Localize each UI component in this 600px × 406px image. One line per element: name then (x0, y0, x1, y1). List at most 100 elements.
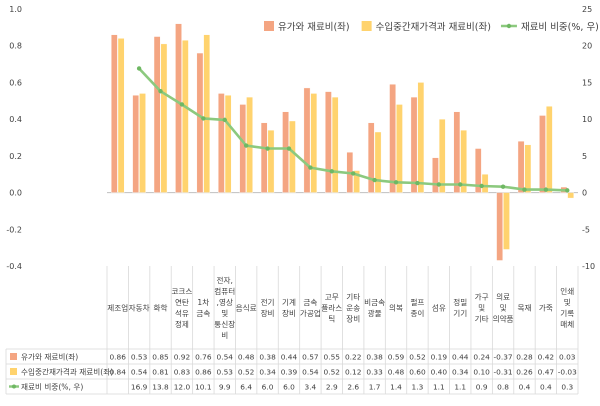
category-label: 의복 (389, 303, 403, 313)
table-value: -0.03 (558, 368, 577, 377)
data-table: 제조업 자동차 화학코크스연탄석유정제1차금속전자,컴퓨터,영상및통신장비음식료전기… (5, 266, 579, 395)
line-point (222, 117, 227, 123)
category-label: 자동차 (129, 304, 150, 313)
line-point (265, 146, 270, 151)
table-legend-key (10, 353, 17, 360)
table-value: 1.4 (390, 383, 402, 392)
legend-label: 재료비 비중(%, 우) (521, 22, 599, 33)
table-value: 0.4 (519, 383, 531, 392)
bar-oil-material (218, 93, 225, 193)
category-label: 종이 (410, 308, 424, 318)
line-point (479, 183, 484, 189)
table-value: 0.92 (174, 353, 190, 362)
line-point (243, 143, 249, 148)
table-value: 0.60 (409, 368, 426, 377)
bar-import-price-material (267, 129, 275, 193)
table-value: 0.42 (538, 353, 554, 362)
bar-import-price-material (289, 120, 296, 193)
table-value: 0.38 (366, 353, 383, 362)
line-point (179, 102, 185, 107)
table-value: 0.76 (195, 353, 212, 362)
table-value: 0.52 (409, 353, 425, 362)
table-value: 0.38 (259, 353, 276, 362)
table-value: 0.28 (516, 353, 533, 362)
category-label: 플라스 (321, 304, 342, 313)
bar-oil-material (474, 148, 482, 193)
y-right-tick-label: -5 (582, 225, 590, 234)
category-label: 및 (564, 297, 571, 307)
table-value: 0.47 (538, 368, 555, 377)
category-label: 의약품 (493, 314, 514, 324)
bar-oil-material (410, 96, 418, 193)
line-point (458, 182, 463, 187)
bar-oil-material (153, 36, 161, 193)
y-left-tick-label: 0.0 (9, 189, 22, 198)
table-row-header: 재료비 비중(%, 우) (21, 383, 83, 392)
table-value: 12.0 (174, 383, 191, 392)
y-left-tick-label: -0.4 (6, 262, 22, 271)
table-legend-key (12, 384, 16, 389)
category-label: 정제 (175, 319, 189, 329)
y-left-tick-label: -0.2 (6, 225, 22, 234)
category-label: 의료 (496, 292, 510, 302)
legend-label: 유가와 재료비(좌) (278, 21, 350, 33)
bar-import-price-material (503, 192, 510, 250)
line-point (543, 187, 549, 192)
line-point (286, 146, 292, 151)
bar-import-price-material (203, 34, 211, 193)
table-value: 0.86 (195, 368, 212, 377)
table-value: 0.59 (388, 353, 405, 362)
table-value: 9.9 (219, 383, 231, 392)
category-label: 코크스 (171, 287, 192, 296)
line-point (372, 177, 377, 183)
bar-oil-material (239, 104, 247, 193)
table-value: -0.37 (494, 353, 513, 362)
bar-oil-material (539, 115, 546, 193)
y-right-tick-label: 0 (582, 189, 587, 198)
line-point (415, 180, 420, 186)
y-left-tick-label: 0.6 (9, 78, 22, 87)
table-value: -0.31 (494, 368, 513, 377)
bar-oil-material (196, 52, 204, 193)
category-label: 틱 (328, 314, 335, 324)
line-point (565, 188, 570, 193)
table-row-header: 유가와 재료비(좌) (21, 352, 78, 362)
category-label: 연탄 (175, 297, 189, 307)
y-left-tick-label: 0.4 (9, 115, 22, 124)
category-label: 전자, (217, 275, 233, 285)
table-value: 0.24 (473, 353, 490, 362)
table-value: 0.8 (497, 383, 509, 392)
table-value: 0.10 (473, 368, 490, 377)
category-label: 석유 (175, 308, 189, 318)
table-value: 16.9 (131, 383, 148, 392)
table-value: 0.48 (388, 368, 405, 377)
bar-import-price-material (353, 170, 360, 193)
table-value: 0.34 (259, 368, 276, 377)
table-value: 6.4 (240, 383, 252, 392)
bar-import-price-material (374, 131, 382, 193)
bar-import-price-material (396, 104, 403, 193)
category-label: ,영상 (217, 297, 233, 307)
category-label: 장비 (261, 308, 275, 318)
table-value: 13.8 (152, 383, 169, 392)
category-label: 및 (500, 303, 507, 313)
table-value: 0.54 (217, 353, 234, 362)
y-left-tick-label: 0.8 (9, 42, 22, 51)
category-label: 및 (478, 303, 485, 313)
category-label: 제조업 (107, 304, 128, 313)
bar-oil-material (367, 122, 375, 193)
table-value: 1.1 (454, 383, 466, 392)
table-value: 2.9 (326, 383, 338, 392)
legend-key (361, 21, 372, 31)
table-value: 0.53 (217, 368, 234, 377)
category-label: 컴퓨터 (214, 287, 235, 296)
bar-import-price-material (438, 118, 446, 193)
table-value: 0.26 (516, 368, 533, 377)
line-point (136, 66, 142, 71)
bar-oil-material (453, 111, 461, 193)
line-point (522, 187, 527, 192)
category-label: 금속 (303, 298, 317, 307)
table-value: 0.19 (431, 353, 448, 362)
table-value: 1.3 (412, 383, 424, 392)
category-label: 고무 (325, 293, 339, 302)
